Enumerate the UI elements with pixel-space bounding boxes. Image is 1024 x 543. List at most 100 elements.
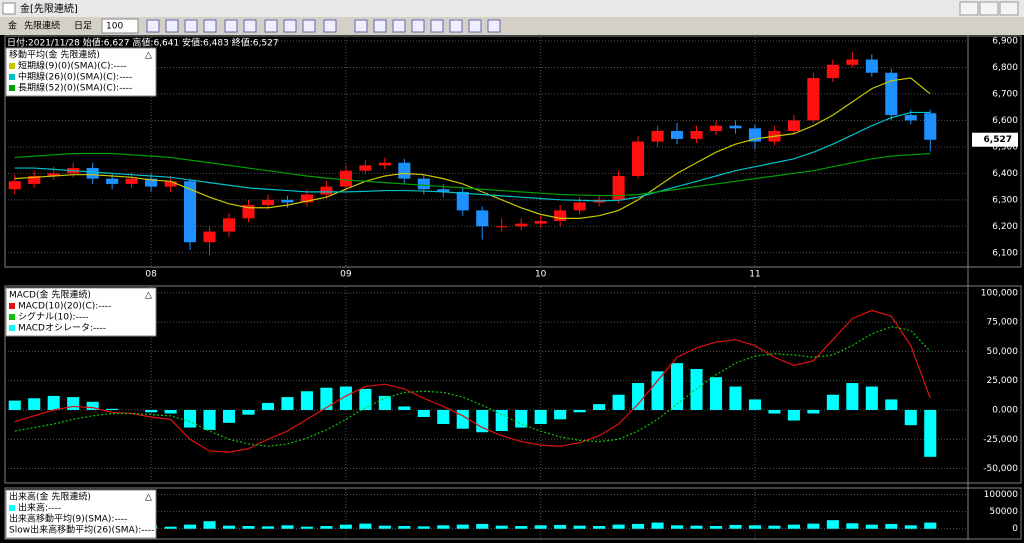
legend-entry: 出来高(金 先限連続) <box>9 491 91 503</box>
bar <box>359 388 372 410</box>
bar <box>359 523 372 529</box>
bar <box>184 524 197 529</box>
bar <box>534 525 547 529</box>
candle-body <box>476 210 489 227</box>
y-tick-label: 0.000 <box>992 405 1018 415</box>
y-tick-label: 6,600 <box>992 116 1018 126</box>
legend-swatch <box>9 325 15 331</box>
bar <box>846 383 859 410</box>
bar <box>437 525 450 529</box>
bar <box>164 409 177 414</box>
panel-frame <box>4 487 1022 540</box>
candle-body <box>846 59 859 65</box>
bar <box>768 409 781 414</box>
bar <box>515 409 528 428</box>
y-tick-label: 6,900 <box>992 36 1018 46</box>
line-series <box>14 77 931 219</box>
legend-entry: 出来高:---- <box>18 502 61 514</box>
bar <box>515 526 528 529</box>
x-tick-label: 08 <box>145 270 157 280</box>
candle-body <box>242 205 255 219</box>
candle-body <box>709 125 723 131</box>
period-select[interactable]: 日足 <box>74 21 92 32</box>
count-input[interactable] <box>101 18 139 34</box>
candle-body <box>203 231 216 243</box>
candle-body <box>729 125 742 129</box>
chart-area <box>0 35 1024 543</box>
candle-body <box>398 162 411 179</box>
maximize-button[interactable] <box>979 1 999 16</box>
bar <box>339 386 352 410</box>
bar <box>203 409 216 430</box>
bar <box>417 526 430 529</box>
y-tick-label: 100000 <box>984 490 1019 500</box>
bar <box>709 526 723 529</box>
candle-body <box>28 175 41 184</box>
candle-body <box>807 78 820 121</box>
candle-body <box>865 59 878 73</box>
bar <box>593 404 606 410</box>
bar <box>106 408 119 410</box>
y-tick-label: 6,200 <box>992 222 1018 232</box>
bar <box>826 520 839 529</box>
candle-body <box>787 120 800 131</box>
toolbar-icons[interactable] <box>146 19 501 33</box>
candle-body <box>184 181 197 243</box>
bar <box>554 409 567 420</box>
y-tick-label: -50,000 <box>983 464 1018 474</box>
bar <box>222 525 236 529</box>
bar <box>300 526 313 529</box>
candle-body <box>554 210 567 221</box>
candle-body <box>690 130 703 139</box>
bar <box>807 523 820 529</box>
y-tick-label: 25,000 <box>987 376 1019 386</box>
candle-body <box>261 199 275 206</box>
candle-body <box>281 199 294 203</box>
x-tick-label: 10 <box>535 270 547 280</box>
candle-body <box>632 141 645 176</box>
candle-body <box>145 178 158 187</box>
candle-body <box>339 170 352 187</box>
minimize-button[interactable] <box>959 1 979 16</box>
bar <box>787 524 800 529</box>
candle-body <box>612 175 625 200</box>
y-tick-label: 50000 <box>989 507 1018 517</box>
candle-body <box>106 178 119 184</box>
candle-body <box>456 191 469 211</box>
legend-entry: 出来高移動平均(9)(SMA):---- <box>9 513 127 525</box>
bar <box>164 526 177 529</box>
bar <box>145 409 158 413</box>
bar <box>787 409 800 421</box>
y-tick-label: 75,000 <box>987 318 1019 328</box>
contract-label[interactable]: 先限連続 <box>24 20 60 32</box>
candle-body <box>826 64 839 79</box>
close-button[interactable] <box>999 1 1019 16</box>
bar <box>47 395 60 410</box>
bar <box>748 525 761 529</box>
app-icon <box>2 2 16 15</box>
legend-toggle: △ <box>145 51 152 61</box>
bar <box>203 521 216 529</box>
legend-swatch <box>9 74 15 80</box>
bar <box>534 409 547 425</box>
bar <box>924 409 937 457</box>
bar <box>495 409 508 432</box>
bar <box>612 524 625 529</box>
bar <box>670 363 684 410</box>
bar <box>8 400 21 410</box>
candle-body <box>670 130 684 139</box>
bar <box>885 523 898 529</box>
bar <box>184 409 197 428</box>
line-series <box>14 152 931 197</box>
window-title: 金[先限連続] <box>20 2 78 15</box>
bar <box>242 409 255 415</box>
legend-entry: MACDオシレータ:---- <box>18 323 106 334</box>
bar <box>398 406 411 410</box>
bar <box>846 523 859 529</box>
bar <box>67 397 80 410</box>
y-tick-label: 6,100 <box>992 248 1018 258</box>
panel-frame <box>4 285 1022 484</box>
bar <box>476 409 489 433</box>
